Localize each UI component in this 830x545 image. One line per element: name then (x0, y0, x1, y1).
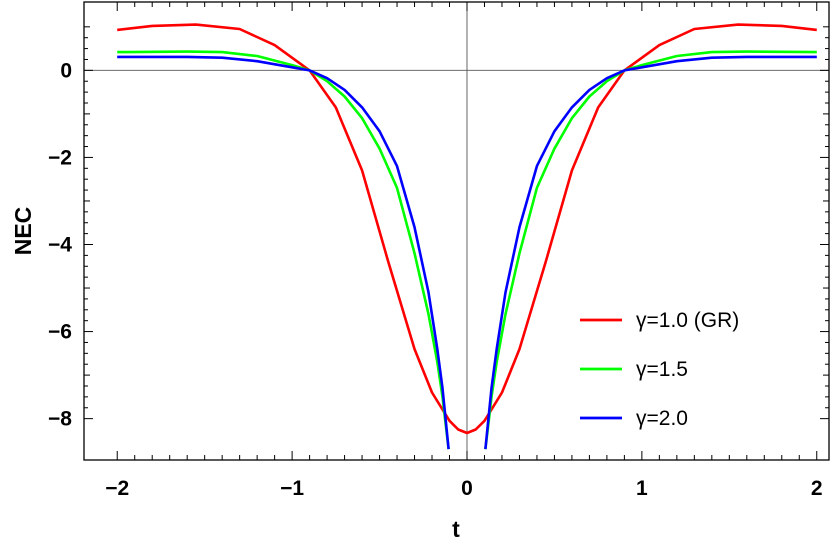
x-tick-label: 0 (461, 477, 473, 500)
legend-label: γ=2.0 (636, 407, 688, 430)
y-tick-label: −2 (48, 146, 72, 169)
series-line-right (484, 50, 817, 450)
y-tick-label: −8 (48, 408, 72, 431)
series-3 (117, 55, 817, 450)
x-axis-title: t (452, 516, 460, 542)
y-tick-label: −6 (48, 321, 72, 344)
axis-ticks (84, 2, 829, 460)
y-tick-label: −4 (48, 233, 72, 256)
zero-lines (84, 2, 829, 460)
legend-label: γ=1.0 (GR) (636, 309, 739, 332)
legend: γ=1.0 (GR) γ=1.5 γ=2.0 (580, 309, 739, 430)
series-line-right (484, 55, 817, 450)
legend-label: γ=1.5 (636, 358, 688, 381)
x-tick-label: 2 (811, 477, 823, 500)
series-line-left (117, 50, 450, 450)
x-tick-label: 1 (636, 477, 648, 500)
axis-tick-labels: −2 −1 0 1 2 0 −2 −4 −6 −8 (48, 59, 823, 500)
series-group (117, 23, 817, 450)
y-axis-title: NEC (10, 207, 36, 256)
series-2 (117, 50, 817, 450)
series-line (117, 23, 817, 435)
plot-frame (83, 1, 830, 461)
x-tick-label: −1 (280, 477, 304, 500)
series-line-left (117, 55, 450, 450)
y-tick-label: 0 (60, 59, 72, 82)
x-tick-label: −2 (105, 477, 129, 500)
series-1 (117, 23, 817, 435)
